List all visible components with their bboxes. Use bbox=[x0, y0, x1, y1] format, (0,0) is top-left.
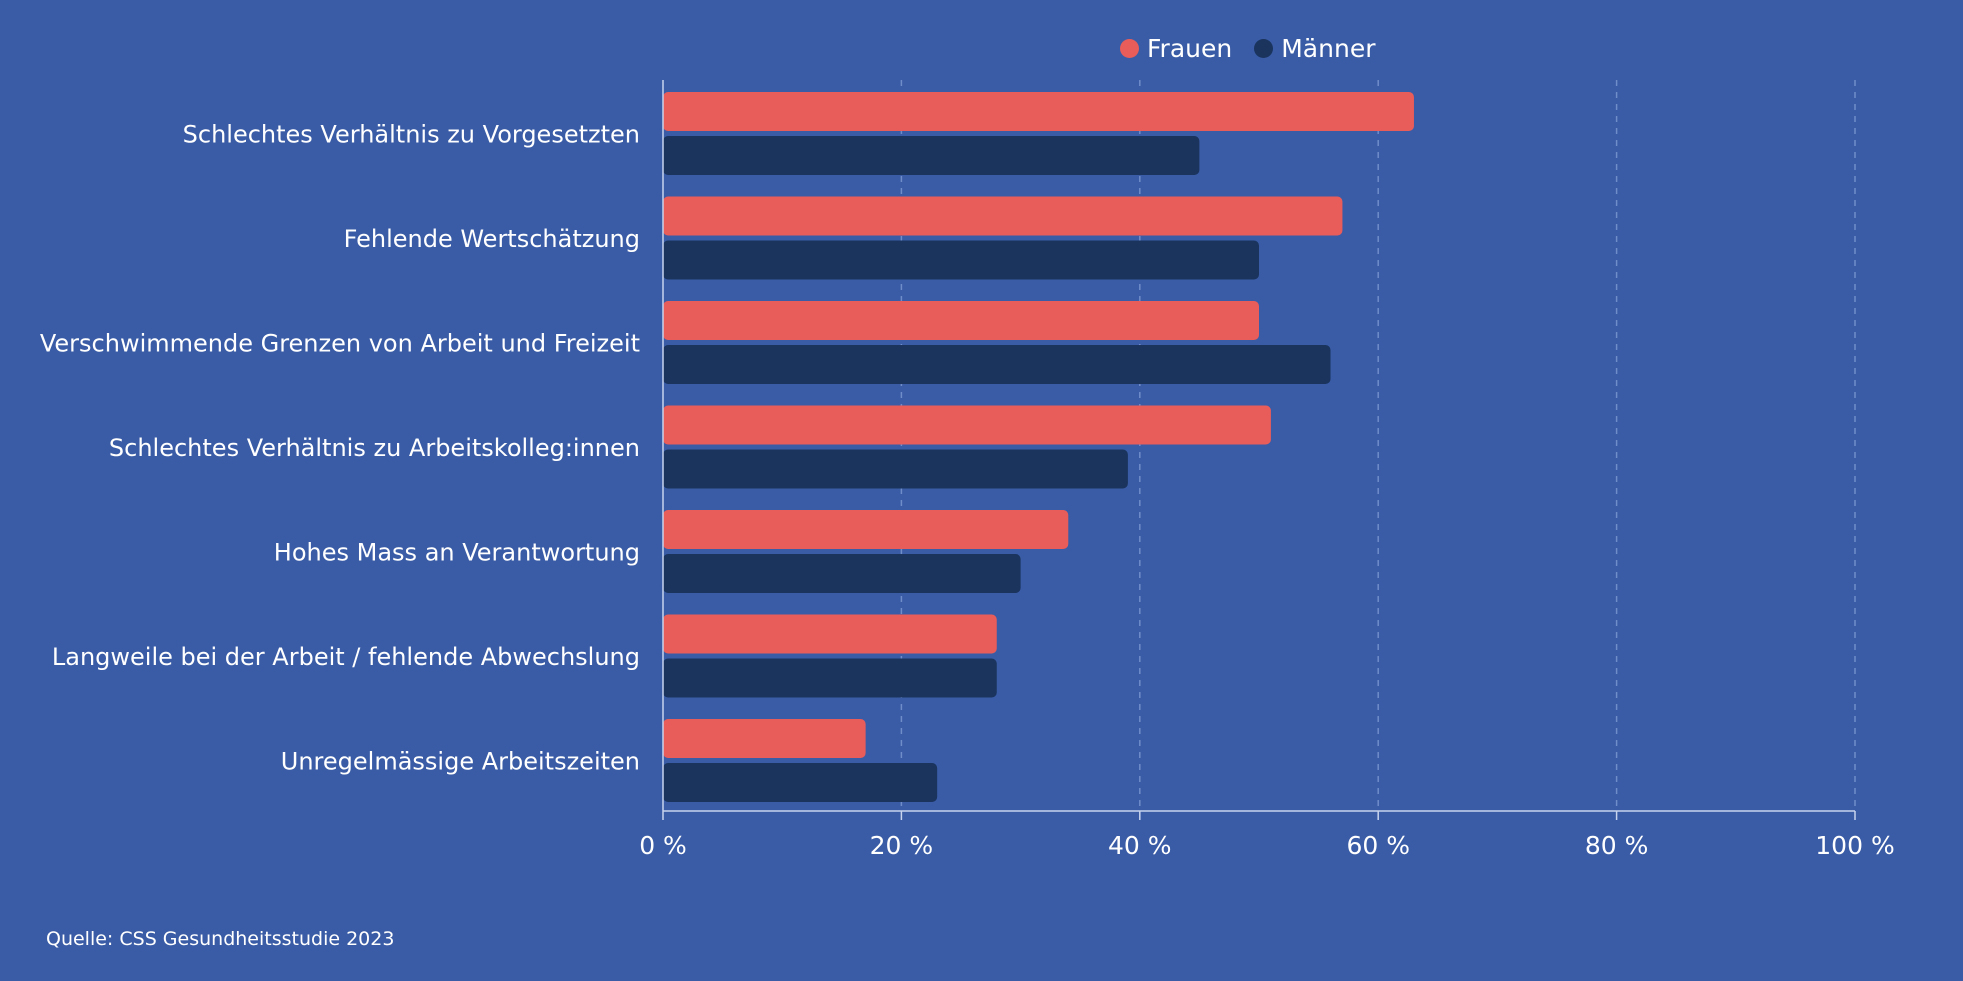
source-note: Quelle: CSS Gesundheitsstudie 2023 bbox=[46, 928, 395, 950]
category-label: Schlechtes Verhältnis zu Vorgesetzten bbox=[183, 121, 640, 149]
bar-frauen bbox=[663, 614, 997, 654]
x-tick-label: 60 % bbox=[1346, 831, 1410, 860]
x-tick-label: 20 % bbox=[870, 831, 934, 860]
legend-swatch-frauen bbox=[1120, 39, 1139, 58]
legend-label-maenner: Männer bbox=[1281, 34, 1376, 63]
bar-maenner bbox=[663, 554, 1021, 593]
bar-maenner bbox=[663, 763, 938, 802]
bar-frauen bbox=[663, 196, 1343, 236]
legend: Frauen Männer bbox=[1120, 34, 1397, 63]
bar-frauen bbox=[663, 719, 866, 758]
bar-frauen bbox=[663, 92, 1414, 131]
legend-item-frauen: Frauen bbox=[1120, 34, 1232, 63]
bar-maenner bbox=[663, 449, 1128, 489]
bar-frauen bbox=[663, 405, 1271, 445]
category-label: Langweile bei der Arbeit / fehlende Abwe… bbox=[52, 643, 640, 671]
category-label: Verschwimmende Grenzen von Arbeit und Fr… bbox=[40, 330, 640, 358]
bar-maenner bbox=[663, 136, 1200, 175]
bar-maenner bbox=[663, 240, 1259, 280]
bar-frauen bbox=[663, 301, 1259, 340]
x-tick-label: 100 % bbox=[1815, 831, 1894, 860]
category-label: Unregelmässige Arbeitszeiten bbox=[281, 748, 640, 776]
bar-maenner bbox=[663, 345, 1331, 384]
x-tick-label: 40 % bbox=[1108, 831, 1172, 860]
category-label: Hohes Mass an Verantwortung bbox=[274, 539, 640, 567]
legend-swatch-maenner bbox=[1254, 39, 1274, 58]
legend-label-frauen: Frauen bbox=[1147, 34, 1233, 63]
legend-item-maenner: Männer bbox=[1254, 34, 1375, 63]
x-tick-label: 80 % bbox=[1585, 831, 1649, 860]
category-label: Schlechtes Verhältnis zu Arbeitskolleg:i… bbox=[109, 434, 640, 462]
bar-maenner bbox=[663, 658, 997, 698]
x-tick-label: 0 % bbox=[639, 831, 687, 860]
bar-frauen bbox=[663, 510, 1069, 549]
category-label: Fehlende Wertschätzung bbox=[344, 225, 640, 253]
